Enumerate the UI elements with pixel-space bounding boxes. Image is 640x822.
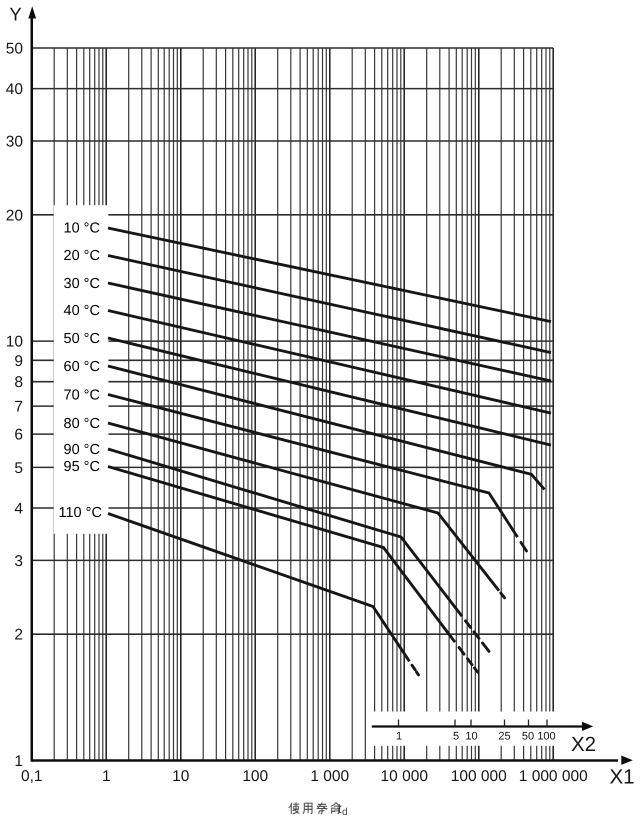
svg-text:5: 5 — [14, 460, 23, 477]
svg-text:X2: X2 — [571, 733, 596, 756]
svg-text:40: 40 — [6, 81, 24, 98]
svg-text:110 °C: 110 °C — [59, 505, 102, 521]
svg-text:1 000: 1 000 — [310, 768, 349, 785]
svg-text:1 000 000: 1 000 000 — [519, 768, 588, 785]
svg-text:100 000: 100 000 — [451, 768, 507, 785]
svg-text:20: 20 — [6, 207, 24, 224]
svg-text:d: d — [342, 807, 348, 818]
svg-text:20 °C: 20 °C — [64, 248, 100, 264]
svg-text:100: 100 — [537, 731, 555, 743]
svg-text:30: 30 — [6, 133, 24, 150]
svg-text:70 °C: 70 °C — [64, 388, 100, 404]
svg-text:t: t — [338, 801, 342, 816]
svg-text:50 °C: 50 °C — [64, 331, 100, 347]
svg-text:0,1: 0,1 — [21, 768, 43, 785]
svg-text:8: 8 — [14, 374, 23, 391]
svg-text:10: 10 — [172, 768, 190, 785]
svg-text:95 °C: 95 °C — [64, 459, 100, 475]
svg-text:100: 100 — [242, 768, 268, 785]
svg-text:50: 50 — [6, 40, 24, 57]
svg-text:6: 6 — [14, 427, 23, 444]
svg-text:1: 1 — [396, 731, 402, 743]
svg-text:80 °C: 80 °C — [64, 416, 100, 432]
svg-text:40 °C: 40 °C — [64, 303, 100, 319]
svg-text:Y: Y — [9, 3, 21, 24]
svg-text:50: 50 — [522, 731, 534, 743]
svg-text:X1: X1 — [609, 765, 634, 788]
svg-text:3: 3 — [14, 553, 23, 570]
svg-text:60 °C: 60 °C — [64, 359, 100, 375]
svg-text:10: 10 — [6, 334, 24, 351]
svg-text:9: 9 — [14, 353, 23, 370]
svg-text:90 °C: 90 °C — [64, 442, 100, 458]
svg-text:10 °C: 10 °C — [64, 221, 100, 237]
svg-text:30 °C: 30 °C — [64, 276, 100, 292]
svg-text:4: 4 — [14, 500, 23, 517]
svg-text:7: 7 — [14, 399, 23, 416]
svg-text:1: 1 — [102, 768, 111, 785]
svg-text:25: 25 — [498, 731, 510, 743]
svg-text:10 000: 10 000 — [381, 768, 429, 785]
svg-text:1: 1 — [14, 753, 23, 770]
svg-text:10: 10 — [465, 731, 477, 743]
svg-text:2: 2 — [14, 627, 23, 644]
svg-text:5: 5 — [453, 731, 459, 743]
